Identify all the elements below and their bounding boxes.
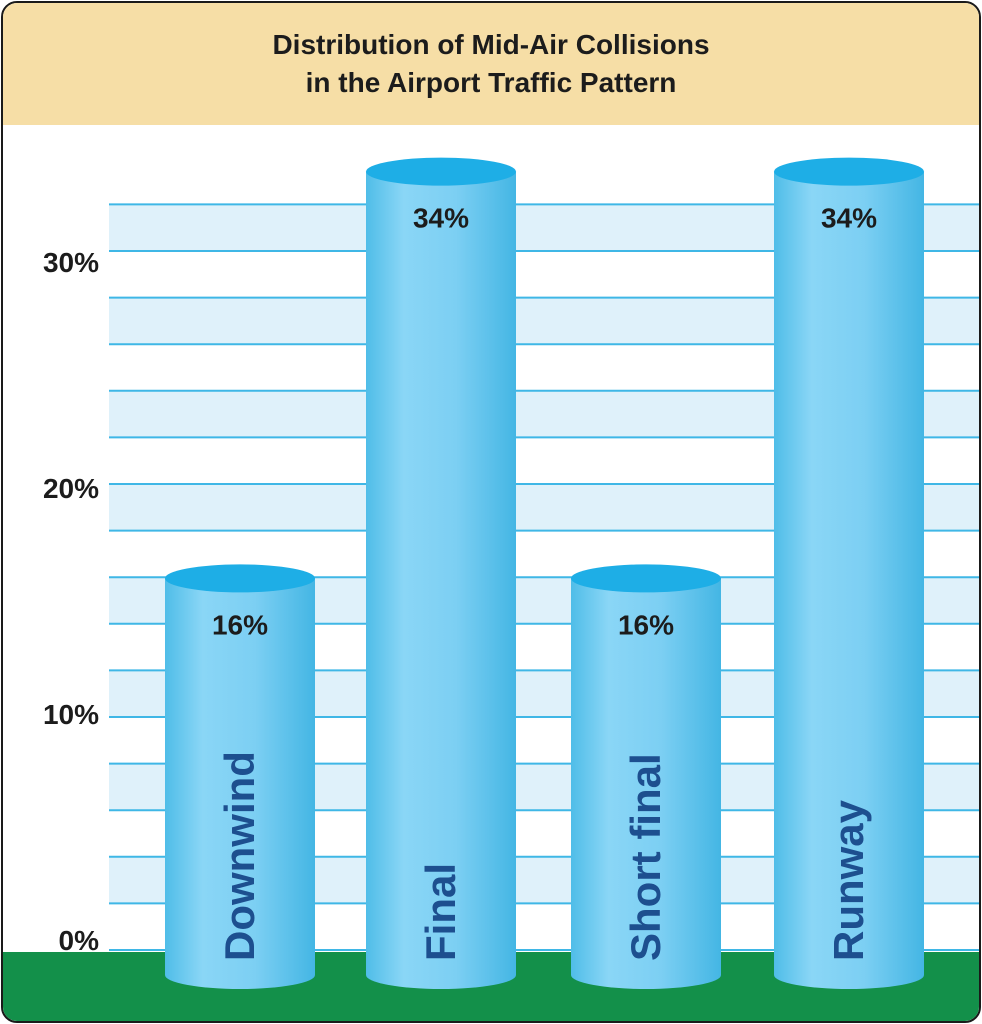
bar-top	[165, 564, 315, 593]
y-tick-label: 20%	[43, 473, 99, 504]
category-label: Short final	[622, 753, 669, 961]
title-band: Distribution of Mid-Air Collisions in th…	[3, 3, 979, 125]
value-label: 16%	[618, 609, 674, 640]
y-tick-label: 30%	[43, 247, 99, 278]
category-label: Runway	[825, 799, 872, 961]
bar-short-final: 16% Short final	[571, 564, 721, 989]
bar-top	[366, 157, 516, 186]
chart-title: Distribution of Mid-Air Collisions	[272, 29, 710, 60]
y-axis-ticks: 0% 10% 20% 30%	[43, 247, 99, 956]
value-label: 16%	[212, 609, 268, 640]
bar-body	[366, 171, 516, 990]
bar-downwind: 16% Downwind	[165, 564, 315, 989]
y-tick-label: 0%	[59, 925, 100, 956]
y-tick-label: 10%	[43, 699, 99, 730]
bar-body	[165, 578, 315, 989]
bar-runway: 34% Runway	[774, 157, 924, 990]
bars: 16% Downwind 34% Final 16% Short final 34% Runw…	[165, 157, 924, 990]
bar-body	[774, 171, 924, 990]
chart-plot: 0% 10% 20% 30% 16% Downwind 34% Final 16% Short …	[3, 157, 979, 1021]
bar-top	[571, 564, 721, 593]
bar-body	[571, 578, 721, 989]
bar-final: 34% Final	[366, 157, 516, 990]
bar-top	[774, 157, 924, 186]
category-label: Final	[417, 863, 464, 961]
value-label: 34%	[413, 203, 469, 234]
chart-subtitle: in the Airport Traffic Pattern	[305, 67, 677, 98]
category-label: Downwind	[216, 751, 263, 961]
value-label: 34%	[821, 203, 877, 234]
